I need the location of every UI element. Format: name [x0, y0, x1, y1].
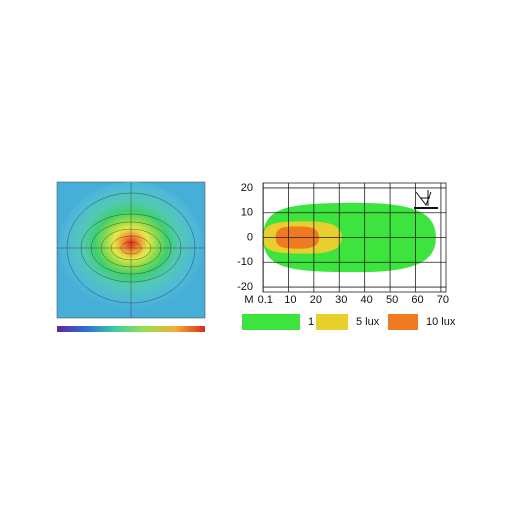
- logo-icon: [414, 190, 438, 209]
- y-tick-label: 0: [247, 231, 253, 243]
- y-tick-label: 10: [241, 207, 253, 219]
- x-axis-label: M: [244, 294, 253, 306]
- heatmap-image: [56, 181, 206, 332]
- x-tick-label: 70: [437, 294, 449, 306]
- y-tick-label: -10: [237, 256, 253, 268]
- x-tick-label: 40: [361, 294, 373, 306]
- y-tick-label: 20: [241, 182, 253, 194]
- legend-swatch: [388, 314, 418, 330]
- legend-label: 10 lux: [426, 316, 456, 328]
- legend-swatch: [242, 314, 300, 330]
- x-tick-label: 50: [386, 294, 398, 306]
- y-tick-label: -20: [237, 281, 253, 293]
- x-tick-label: 30: [335, 294, 347, 306]
- plot-border: [262, 182, 447, 293]
- legend-label: 5 lux: [356, 316, 380, 328]
- x-tick-label: 20: [310, 294, 322, 306]
- legend-swatch: [316, 314, 348, 330]
- x-tick-label: 60: [411, 294, 423, 306]
- x-tick-label: 10: [284, 294, 296, 306]
- x-tick-label: 0.1: [258, 294, 273, 306]
